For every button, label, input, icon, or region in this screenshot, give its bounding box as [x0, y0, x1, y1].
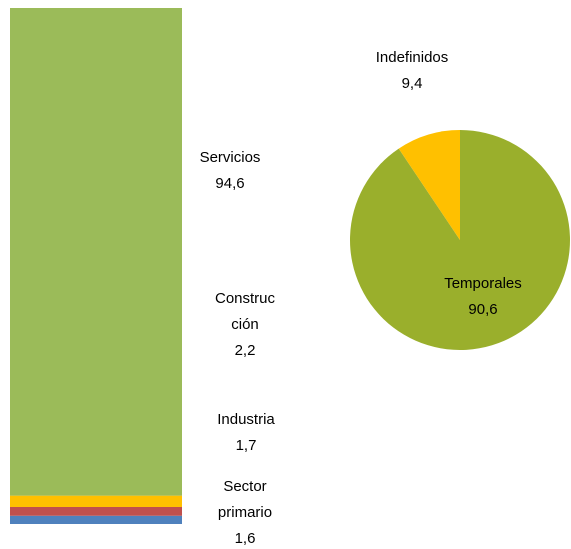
label-line: Industria: [217, 411, 275, 428]
segment-label: Servicios 94,6: [190, 145, 270, 197]
segment-label: Sector primario 1,6: [210, 474, 280, 549]
segment-label: Industria 1,7: [206, 407, 286, 459]
label-line: 94,6: [215, 175, 245, 192]
label-line: Temporales: [444, 275, 522, 292]
label-line: Construcción: [214, 290, 276, 333]
bar-segment: [10, 495, 182, 507]
bar-segment: [10, 8, 182, 496]
label-line: 2,2: [234, 342, 256, 359]
label-line: Indefinidos: [375, 49, 449, 66]
segment-label: Construcción 2,2: [214, 286, 277, 364]
bar-segment: [10, 515, 182, 524]
label-line: 1,6: [234, 530, 256, 547]
label-line: 9,4: [401, 75, 423, 92]
label-line: Servicios: [199, 149, 261, 166]
pie-slice: [398, 130, 460, 240]
slice-label: Indefinidos 9,4: [362, 45, 462, 97]
slice-label: Temporales 90,6: [433, 271, 533, 323]
label-line: Sector primario: [217, 478, 273, 521]
label-line: 90,6: [468, 301, 498, 318]
bar-segment: [10, 506, 182, 516]
label-line: 1,7: [235, 437, 257, 454]
